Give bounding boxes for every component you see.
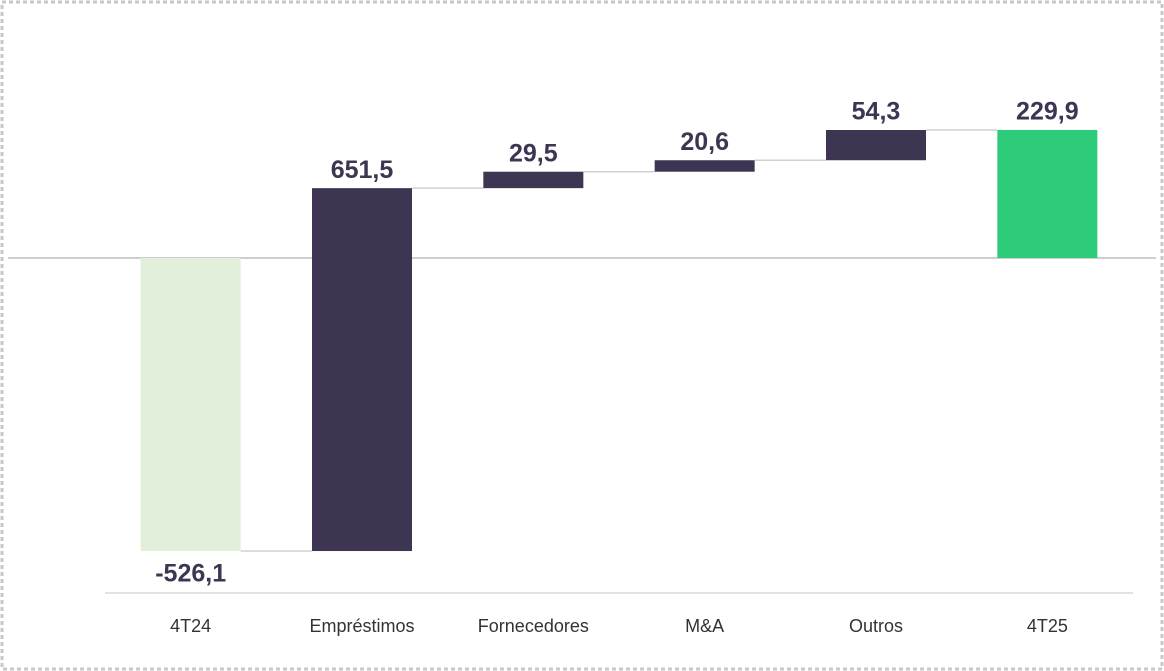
data-label: 54,3	[852, 98, 901, 126]
x-tick-label: 4T25	[1027, 616, 1068, 636]
x-tick-label: M&A	[685, 616, 724, 636]
data-label: 29,5	[509, 139, 558, 167]
data-label: 229,9	[1016, 98, 1079, 126]
bar	[997, 129, 1098, 258]
data-label: 20,6	[680, 128, 729, 156]
x-tick-label: Outros	[849, 616, 903, 636]
x-tick-label: 4T24	[170, 616, 211, 636]
x-tick-label: Empréstimos	[309, 616, 414, 636]
bar	[312, 188, 412, 552]
data-label: -526,1	[155, 560, 226, 588]
bar	[483, 171, 584, 189]
bar	[654, 160, 755, 172]
bar	[826, 130, 926, 161]
data-label: 651,5	[331, 156, 394, 184]
x-tick-label: Fornecedores	[478, 616, 589, 636]
bar	[140, 258, 241, 552]
